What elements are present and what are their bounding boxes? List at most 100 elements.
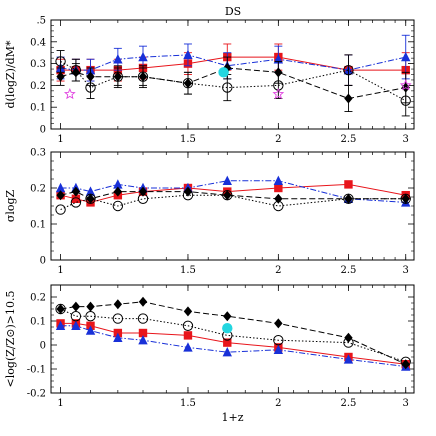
data-point [183,49,193,60]
data-point [85,325,96,335]
series-2 [55,34,411,86]
y-tick-label: -0.1 [27,365,46,376]
data-point [137,71,149,82]
data-point [70,197,82,208]
x-tick-label: 1 [57,265,63,276]
data-point [182,78,194,89]
data-point [85,186,96,196]
data-point [183,186,193,197]
series-line [60,56,406,71]
x-tick-label: 2.5 [340,398,356,409]
data-point [70,64,82,76]
data-point [85,193,96,205]
series-line [60,180,406,203]
x-tick-label: 2.5 [340,134,356,145]
data-point [112,313,124,324]
series-3 [56,186,410,204]
data-point [112,71,124,82]
data-point [273,344,284,354]
data-point [344,93,353,104]
x-tick-label: 1 [57,134,63,145]
y-tick-label: 0.4 [30,37,46,48]
y-tick-label: 0 [40,341,46,352]
data-point [55,56,66,67]
data-point [113,54,123,64]
data-point [222,190,233,201]
x-tick-label: 2 [275,134,281,145]
data-point [63,87,76,100]
y-tick-label: 0.3 [30,59,46,70]
data-point [222,347,232,357]
series-6 [63,79,412,100]
data-point [137,313,149,324]
data-point [85,311,96,322]
data-point [183,306,193,317]
y-tick-label: 0.2 [30,184,46,195]
data-point [273,335,284,346]
data-point [56,190,65,201]
data-point [222,82,233,93]
plot-frame [50,284,415,394]
series-line [60,191,406,200]
y-axis-label: d(logZ)/dM* [4,40,17,108]
series-line [60,308,406,363]
data-point [183,342,193,352]
data-point [56,304,65,314]
data-point [400,95,411,106]
y-tick-label: 0 [40,125,46,136]
series-3 [56,296,410,370]
data-point [182,320,194,331]
data-point [55,182,66,193]
data-point [274,183,283,193]
data-point [344,180,353,189]
data-point [343,337,354,348]
data-point [56,71,65,82]
y-tick-label: 0.2 [30,81,46,92]
series-4 [55,303,411,367]
panel-2: 1 1.5 2 2.5 3 0 0.1 0.2 0.3 σlogZ [4,148,415,276]
data-point [86,301,95,312]
data-point [71,320,81,330]
data-point [113,299,123,310]
data-point [344,193,353,204]
x-tick-label: 1.5 [180,398,196,409]
data-point [222,323,233,334]
series-2 [55,320,411,371]
series-line [60,67,406,100]
data-point [272,87,285,100]
data-point [55,204,66,215]
figure-title: DS [225,5,241,18]
data-point [273,200,284,212]
data-point [137,193,149,205]
data-point [343,64,354,76]
y-axis-label: <log(Z/Z⊙)>10.5 [4,291,17,388]
plot-frame [50,19,415,130]
data-point [71,186,81,197]
data-point [343,193,354,205]
plot-frame [50,151,415,261]
data-point [71,194,81,203]
series-4 [55,50,411,117]
data-point [400,356,411,367]
series-line [60,325,406,368]
data-point [223,311,232,322]
panel-3: 1 1.5 2 2.5 3 -0.2 -0.1 0 0.1 0.2 <log(Z/Z⊙)>10.5 1… [4,284,415,424]
data-point [399,79,412,91]
data-point [401,193,410,204]
x-tick-label: 2.5 [340,265,356,276]
data-point [113,186,123,197]
y-tick-label: -0.2 [27,389,46,400]
data-point [55,320,66,330]
y-tick-label: 0.2 [30,293,46,304]
data-point [138,328,148,338]
x-tick-label: 3 [403,398,409,409]
data-point [400,193,411,205]
y-tick-label: 0 [40,256,46,267]
data-point [401,51,411,62]
data-point [343,354,354,364]
data-point [138,51,148,62]
series-line [60,60,406,102]
series-1 [56,180,410,207]
data-point [71,301,81,312]
